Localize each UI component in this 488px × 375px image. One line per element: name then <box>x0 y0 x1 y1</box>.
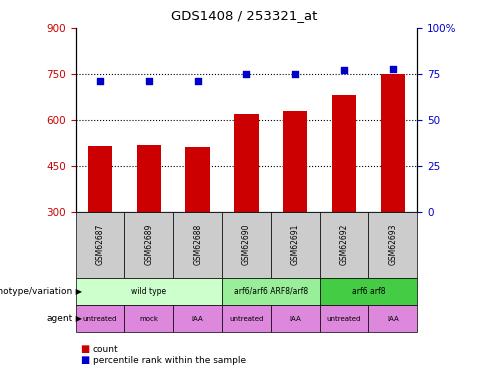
Text: GSM62687: GSM62687 <box>96 224 104 266</box>
Text: GSM62690: GSM62690 <box>242 224 251 266</box>
Text: ▶: ▶ <box>73 314 82 323</box>
Text: GSM62689: GSM62689 <box>144 224 153 266</box>
Text: ▶: ▶ <box>73 287 82 296</box>
Text: ■: ■ <box>81 344 90 354</box>
Text: untreated: untreated <box>83 316 117 322</box>
Bar <box>283 111 307 212</box>
Point <box>243 71 250 77</box>
Text: GSM62691: GSM62691 <box>291 224 300 266</box>
Text: ■: ■ <box>81 356 90 365</box>
Text: count: count <box>93 345 119 354</box>
Bar <box>332 96 356 212</box>
Text: GSM62692: GSM62692 <box>340 224 348 266</box>
Bar <box>185 147 210 212</box>
Text: GDS1408 / 253321_at: GDS1408 / 253321_at <box>171 9 317 22</box>
Point <box>194 78 202 84</box>
Bar <box>88 146 112 212</box>
Point <box>145 78 153 84</box>
Text: mock: mock <box>140 316 158 322</box>
Text: GSM62688: GSM62688 <box>193 224 202 266</box>
Text: arf6/arf6 ARF8/arf8: arf6/arf6 ARF8/arf8 <box>234 286 308 296</box>
Bar <box>137 145 161 212</box>
Point <box>340 68 348 74</box>
Text: IAA: IAA <box>289 316 301 322</box>
Text: IAA: IAA <box>387 316 399 322</box>
Text: arf6 arf8: arf6 arf8 <box>352 286 385 296</box>
Text: percentile rank within the sample: percentile rank within the sample <box>93 356 246 365</box>
Text: untreated: untreated <box>229 316 264 322</box>
Text: GSM62693: GSM62693 <box>388 224 397 266</box>
Point <box>389 66 397 72</box>
Point <box>291 71 299 77</box>
Text: untreated: untreated <box>327 316 361 322</box>
Text: genotype/variation: genotype/variation <box>0 286 73 296</box>
Text: wild type: wild type <box>131 286 166 296</box>
Text: agent: agent <box>47 314 73 323</box>
Bar <box>234 114 259 212</box>
Bar <box>381 74 405 212</box>
Point <box>96 78 104 84</box>
Text: IAA: IAA <box>192 316 203 322</box>
